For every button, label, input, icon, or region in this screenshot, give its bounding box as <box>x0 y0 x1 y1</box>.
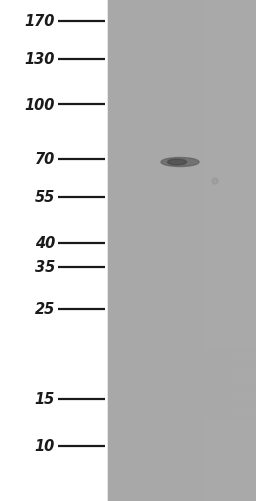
Ellipse shape <box>167 160 187 166</box>
Ellipse shape <box>212 179 218 185</box>
Ellipse shape <box>161 158 199 167</box>
Text: 130: 130 <box>25 53 55 67</box>
Text: 25: 25 <box>35 302 55 317</box>
Text: 15: 15 <box>35 392 55 407</box>
Text: 55: 55 <box>35 190 55 205</box>
Text: 170: 170 <box>25 15 55 30</box>
Text: 70: 70 <box>35 152 55 167</box>
Text: 35: 35 <box>35 260 55 275</box>
Text: 10: 10 <box>35 438 55 453</box>
Text: 100: 100 <box>25 97 55 112</box>
Text: 40: 40 <box>35 236 55 251</box>
Bar <box>108 0 256 501</box>
